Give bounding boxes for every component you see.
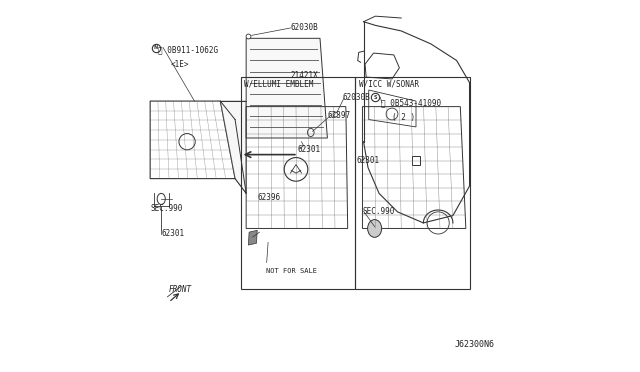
Text: 21421X: 21421X bbox=[291, 71, 318, 80]
Bar bbox=[412, 157, 420, 164]
Text: Ⓝ 0B911-1062G: Ⓝ 0B911-1062G bbox=[157, 45, 218, 54]
Text: 62397: 62397 bbox=[328, 111, 351, 121]
Polygon shape bbox=[248, 230, 257, 245]
Text: S: S bbox=[374, 94, 377, 100]
Bar bbox=[241, 77, 355, 289]
Text: W/ELLUMI EMBLEM: W/ELLUMI EMBLEM bbox=[244, 80, 314, 89]
Text: NOT FOR SALE: NOT FOR SALE bbox=[266, 268, 317, 274]
Text: <1E>: <1E> bbox=[170, 60, 189, 69]
Text: J62300N6: J62300N6 bbox=[455, 340, 495, 349]
Text: 62301: 62301 bbox=[357, 155, 380, 165]
Bar bbox=[355, 77, 470, 289]
Text: SEC.990: SEC.990 bbox=[362, 207, 394, 217]
Text: ( 2 ): ( 2 ) bbox=[392, 113, 415, 122]
Text: 62030B: 62030B bbox=[342, 93, 370, 102]
Text: FRONT: FRONT bbox=[168, 285, 192, 294]
Text: W/ICC W/SONAR: W/ICC W/SONAR bbox=[359, 80, 419, 89]
Text: 62396: 62396 bbox=[257, 193, 280, 202]
Ellipse shape bbox=[367, 219, 381, 237]
Text: 62301: 62301 bbox=[161, 230, 184, 238]
Text: 62301: 62301 bbox=[298, 145, 321, 154]
Text: N: N bbox=[154, 45, 158, 50]
Text: Ⓢ 0B543-41090: Ⓢ 0B543-41090 bbox=[381, 99, 441, 108]
Text: 62030B: 62030B bbox=[291, 23, 318, 32]
Polygon shape bbox=[220, 101, 246, 193]
Circle shape bbox=[284, 158, 308, 181]
Polygon shape bbox=[246, 38, 328, 138]
Text: SEC.990: SEC.990 bbox=[150, 203, 182, 213]
